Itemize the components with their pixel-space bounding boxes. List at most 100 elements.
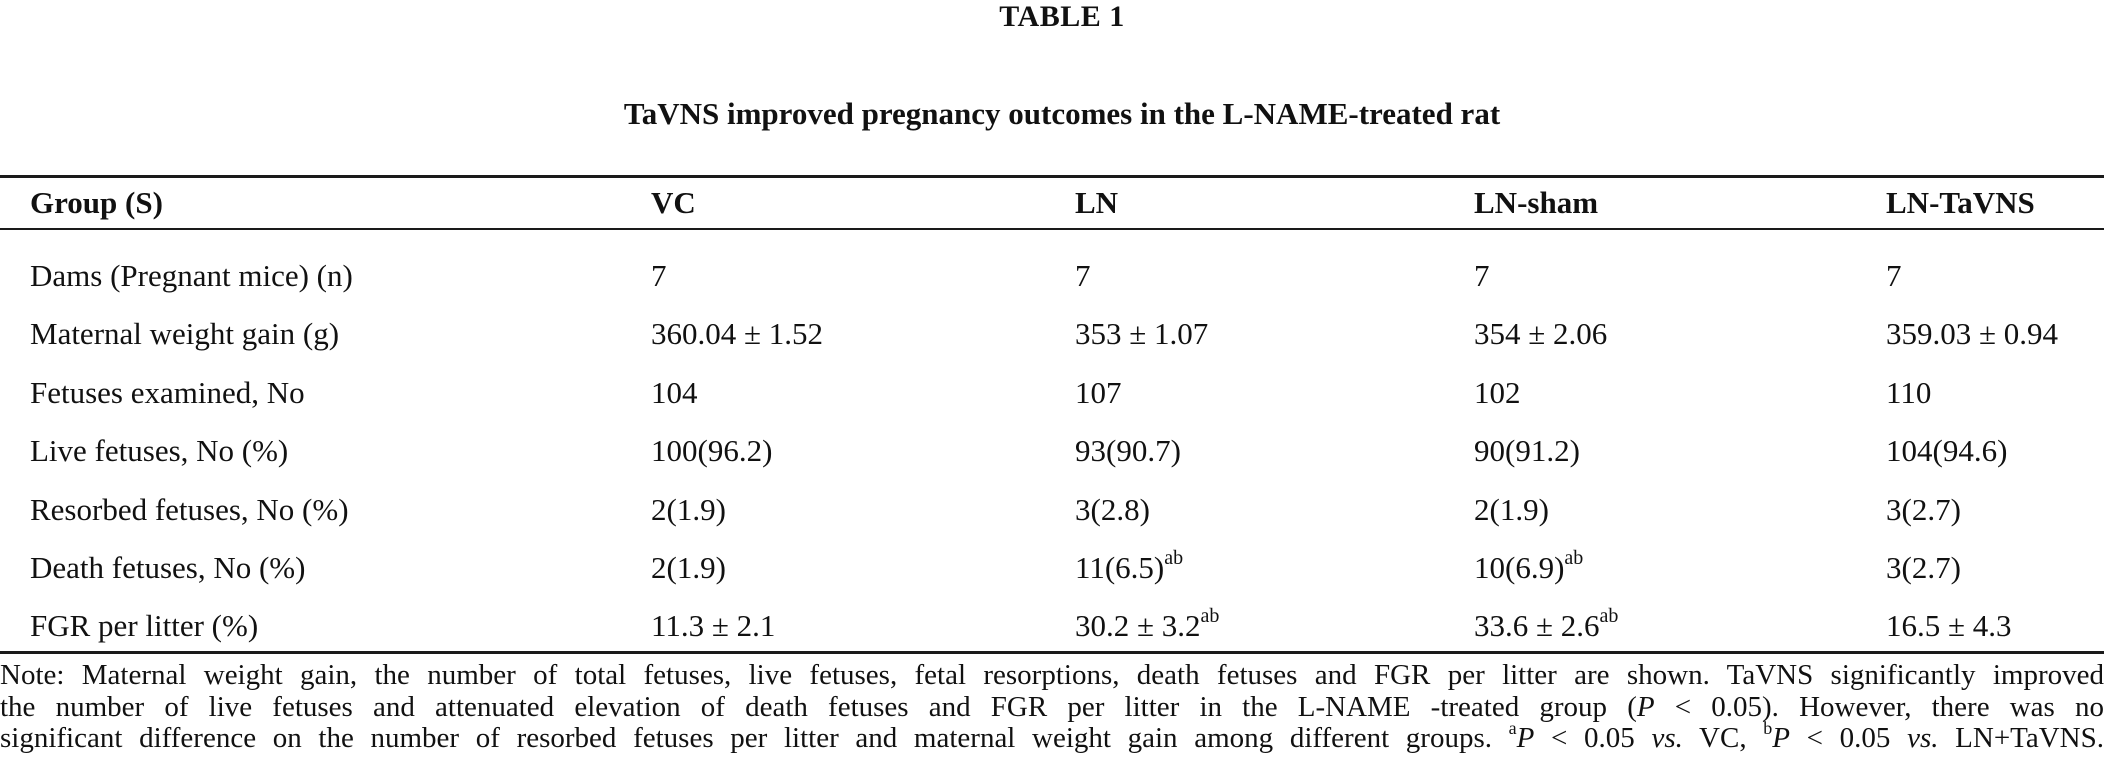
note-text: significant difference on the number of … [0, 722, 1509, 754]
cell-ln-sham: 7 [1474, 256, 1490, 296]
cell-vc: 11.3 ± 2.1 [651, 606, 775, 646]
cell-ln-tavns: 3(2.7) [1886, 548, 1961, 588]
cell-superscript: ab [1164, 546, 1184, 569]
cell-ln-sham: 10(6.9)ab [1474, 548, 1583, 588]
table-row: Maternal weight gain (g) 360.04 ± 1.52 3… [0, 314, 2104, 354]
table-top-rule [0, 175, 2104, 178]
cell-vc: 2(1.9) [651, 490, 726, 530]
cell-value: 2(1.9) [651, 492, 726, 527]
note-line-2: the number of live fetuses and attenuate… [0, 690, 2104, 724]
table-row: Live fetuses, No (%) 100(96.2) 93(90.7) … [0, 431, 2104, 471]
cell-superscript: ab [1599, 604, 1619, 627]
cell-ln-tavns: 7 [1886, 256, 1902, 296]
cell-ln: 93(90.7) [1075, 431, 1181, 471]
cell-ln-tavns: 110 [1886, 373, 1931, 413]
column-header-group: Group (S) [30, 185, 163, 220]
cell-value: 2(1.9) [651, 550, 726, 585]
cell-value: 11(6.5) [1075, 550, 1165, 585]
footnote-marker-a: a [1508, 718, 1517, 739]
table-title: TaVNS improved pregnancy outcomes in the… [623, 96, 1501, 131]
note-text: the number of live fetuses and attenuate… [0, 690, 1637, 723]
row-label: Maternal weight gain (g) [30, 316, 340, 351]
cell-ln-sham: 90(91.2) [1474, 431, 1580, 471]
table-row: Resorbed fetuses, No (%) 2(1.9) 3(2.8) 2… [0, 490, 2104, 530]
row-label: Dams (Pregnant mice) (n) [30, 258, 353, 293]
table-row: Dams (Pregnant mice) (n) 7 7 7 7 [0, 256, 2104, 296]
cell-ln-tavns: 3(2.7) [1886, 490, 1961, 530]
cell-value: 16.5 ± 4.3 [1886, 608, 2012, 643]
footnote-marker-b: b [1763, 718, 1773, 739]
cell-ln-tavns: 359.03 ± 0.94 [1886, 314, 2058, 354]
cell-superscript: ab [1200, 604, 1220, 627]
cell-vc: 7 [651, 256, 667, 296]
column-header-vc: VC [651, 185, 696, 220]
cell-value: 110 [1886, 375, 1932, 410]
table-row: Death fetuses, No (%) 2(1.9) 11(6.5)ab 1… [0, 548, 2104, 588]
cell-ln: 11(6.5)ab [1075, 548, 1183, 588]
note-text: < 0.05). However, there was no [1654, 690, 2104, 723]
column-header-ln: LN [1075, 185, 1119, 220]
note-text: VC, [1682, 722, 1764, 754]
cell-ln: 30.2 ± 3.2ab [1075, 606, 1219, 646]
cell-ln: 7 [1075, 256, 1091, 296]
table-header-rule [0, 228, 2104, 230]
table-label: TABLE 1 [999, 0, 1125, 33]
cell-value: 7 [651, 258, 667, 293]
cell-value: 90(91.2) [1474, 433, 1580, 468]
cell-value: 100(96.2) [651, 433, 773, 468]
cell-value: 107 [1075, 375, 1122, 410]
table-note: Note: Maternal weight gain, the number o… [0, 659, 2105, 755]
cell-value: 7 [1474, 258, 1490, 293]
cell-value: 30.2 ± 3.2 [1075, 608, 1201, 643]
note-text: < 0.05 [1789, 722, 1908, 754]
cell-ln-sham: 102 [1474, 373, 1521, 413]
cell-vc: 360.04 ± 1.52 [651, 314, 823, 354]
cell-ln: 353 ± 1.07 [1075, 314, 1208, 354]
cell-vc: 100(96.2) [651, 431, 772, 471]
cell-vc: 2(1.9) [651, 548, 726, 588]
cell-value: 359.03 ± 0.94 [1886, 316, 2059, 351]
cell-value: 33.6 ± 2.6 [1474, 608, 1600, 643]
note-vs-italic: vs. [1907, 722, 1939, 754]
cell-value: 354 ± 2.06 [1474, 316, 1608, 351]
cell-superscript: ab [1564, 546, 1584, 569]
note-text: < 0.05 [1534, 722, 1652, 754]
cell-value: 3(2.8) [1075, 492, 1150, 527]
table-row: FGR per litter (%) 11.3 ± 2.1 30.2 ± 3.2… [0, 606, 2104, 646]
cell-value: 2(1.9) [1474, 492, 1549, 527]
column-header-ln-tavns: LN-TaVNS [1886, 185, 2035, 220]
cell-value: 93(90.7) [1075, 433, 1181, 468]
row-label: Live fetuses, No (%) [30, 433, 289, 468]
cell-ln-sham: 33.6 ± 2.6ab [1474, 606, 1618, 646]
note-text: LN+TaVNS. [1938, 722, 2105, 754]
cell-value: 353 ± 1.07 [1075, 316, 1209, 351]
cell-value: 7 [1886, 258, 1902, 293]
note-p-italic: P [1636, 690, 1655, 723]
cell-value: 104 [651, 375, 698, 410]
note-p-italic: P [1516, 722, 1535, 754]
column-header-ln-sham: LN-sham [1474, 185, 1599, 220]
cell-ln: 107 [1075, 373, 1122, 413]
table-row: Fetuses examined, No 104 107 102 110 [0, 373, 2104, 413]
row-label: Resorbed fetuses, No (%) [30, 492, 349, 527]
cell-value: 3(2.7) [1886, 550, 1961, 585]
cell-ln-tavns: 104(94.6) [1886, 431, 2007, 471]
table-bottom-rule [0, 651, 2104, 654]
cell-ln-sham: 2(1.9) [1474, 490, 1549, 530]
table-header-row: Group (S) VC LN LN-sham LN-TaVNS [0, 183, 2104, 223]
cell-value: 3(2.7) [1886, 492, 1961, 527]
row-label: FGR per litter (%) [30, 608, 259, 643]
cell-value: 102 [1474, 375, 1521, 410]
note-p-italic: P [1772, 722, 1790, 754]
cell-ln-sham: 354 ± 2.06 [1474, 314, 1607, 354]
note-line-3: significant difference on the number of … [0, 719, 2105, 755]
cell-ln: 3(2.8) [1075, 490, 1150, 530]
note-line-1: Note: Maternal weight gain, the number o… [0, 659, 2104, 691]
note-vs-italic: vs. [1651, 722, 1683, 754]
cell-value: 10(6.9) [1474, 550, 1565, 585]
cell-vc: 104 [651, 373, 698, 413]
row-label: Death fetuses, No (%) [30, 550, 306, 585]
cell-value: 104(94.6) [1886, 433, 2008, 468]
cell-ln-tavns: 16.5 ± 4.3 [1886, 606, 2012, 646]
cell-value: 7 [1075, 258, 1091, 293]
